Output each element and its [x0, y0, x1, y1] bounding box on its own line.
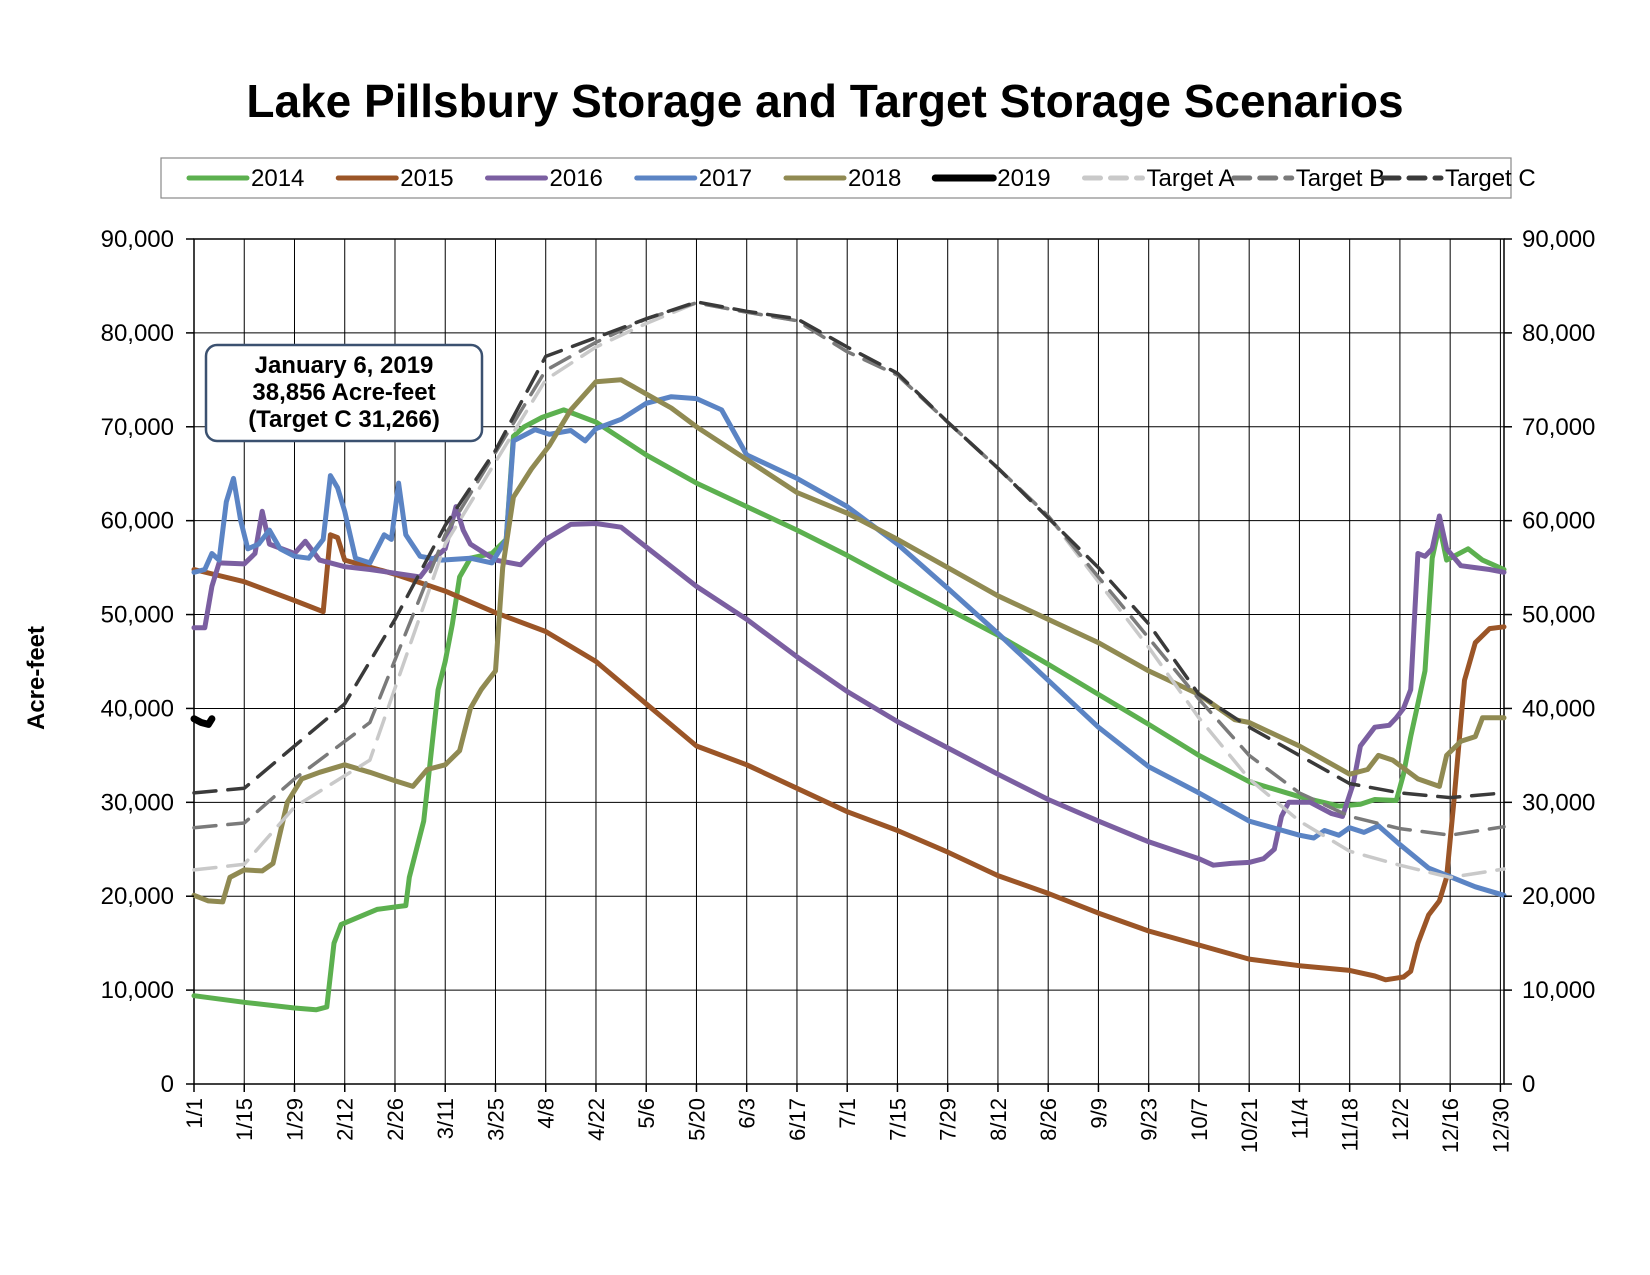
x-tick-label: 9/9 — [1086, 1098, 1111, 1129]
annotation-frame — [204, 343, 484, 443]
y-tick-label-right: 10,000 — [1522, 977, 1595, 1004]
y-tick-label-right: 50,000 — [1522, 602, 1595, 629]
series-line-2018 — [191, 377, 1507, 905]
annotation-line: (Target C 31,266) — [248, 406, 440, 433]
x-tick-label: 1/15 — [232, 1098, 257, 1141]
series-line-target-c — [192, 300, 1506, 800]
x-tick-label: 7/15 — [885, 1098, 910, 1141]
y-tick-label: 0 — [161, 1071, 174, 1098]
x-tick-label: 1/1 — [182, 1098, 207, 1129]
y-tick-label: 60,000 — [101, 508, 174, 535]
legend-label: Target B — [1296, 165, 1385, 192]
x-tick-label: 8/26 — [1036, 1098, 1061, 1141]
x-tick-label: 7/29 — [936, 1098, 961, 1141]
y-tick-label: 70,000 — [101, 414, 174, 441]
legend-label: 2014 — [251, 165, 304, 192]
axes: 0 0 10,000 10,000 20,000 20,000 30,000 30,000 40… — [101, 226, 1596, 1153]
chart-title: Lake Pillsbury Storage and Target Storag… — [246, 75, 1404, 127]
x-tick-label: 11/4 — [1287, 1098, 1312, 1139]
series-line-2019 — [190, 715, 216, 728]
y-tick-label: 20,000 — [101, 883, 174, 910]
x-tick-label: 6/3 — [735, 1098, 760, 1129]
y-tick-label-right: 30,000 — [1522, 789, 1595, 816]
x-tick-label: 12/30 — [1488, 1098, 1513, 1153]
series-layer — [190, 300, 1507, 1013]
x-tick-label: 6/17 — [785, 1098, 810, 1141]
x-tick-label: 8/12 — [986, 1098, 1011, 1141]
legend-label: Target C — [1445, 165, 1536, 192]
x-tick-label: 2/12 — [333, 1098, 358, 1141]
y-tick-label-right: 20,000 — [1522, 883, 1595, 910]
x-tick-label: 10/7 — [1187, 1098, 1212, 1141]
legend-label: 2019 — [997, 165, 1050, 192]
annotation-line: 38,856 Acre-feet — [252, 379, 435, 406]
x-tick-label: 12/2 — [1388, 1098, 1413, 1141]
y-tick-label: 10,000 — [101, 977, 174, 1004]
series-line-2016 — [191, 504, 1507, 868]
y-tick-label-right: 80,000 — [1522, 320, 1595, 347]
annotation-line: January 6, 2019 — [255, 352, 434, 379]
x-tick-label: 5/6 — [634, 1098, 659, 1129]
x-tick-label: 12/16 — [1438, 1098, 1463, 1153]
legend: 2014 2015 2016 2017 2018 2019 Target A Target B… — [160, 157, 1536, 199]
x-tick-label: 2/26 — [383, 1098, 408, 1141]
x-tick-label: 7/1 — [835, 1098, 860, 1129]
series-line-2015 — [191, 532, 1507, 983]
y-tick-label: 50,000 — [101, 602, 174, 629]
series-line-2014 — [191, 407, 1507, 1013]
legend-label: Target A — [1147, 165, 1235, 192]
y-tick-label: 80,000 — [101, 320, 174, 347]
y-tick-label-right: 70,000 — [1522, 414, 1595, 441]
x-tick-label: 10/21 — [1237, 1098, 1262, 1153]
legend-label: 2018 — [848, 165, 901, 192]
y-tick-label-right: 0 — [1522, 1071, 1535, 1098]
x-tick-label: 3/11 — [433, 1098, 458, 1139]
x-tick-label: 9/23 — [1137, 1098, 1162, 1141]
y-tick-label: 30,000 — [101, 789, 174, 816]
legend-label: 2017 — [699, 165, 752, 192]
x-tick-label: 5/20 — [684, 1098, 709, 1141]
y-tick-label-right: 60,000 — [1522, 508, 1595, 535]
x-tick-label: 1/29 — [282, 1098, 307, 1141]
y-tick-label-right: 40,000 — [1522, 695, 1595, 722]
legend-label: 2015 — [400, 165, 453, 192]
x-tick-label: 3/25 — [483, 1098, 508, 1141]
y-axis-label: Acre-feet — [23, 626, 50, 730]
x-tick-label: 11/18 — [1338, 1098, 1363, 1151]
x-tick-label: 4/8 — [534, 1098, 559, 1129]
y-tick-label-right: 90,000 — [1522, 226, 1595, 253]
x-tick-label: 4/22 — [584, 1098, 609, 1141]
legend-label: 2016 — [550, 165, 603, 192]
series-line-2017 — [191, 394, 1507, 898]
y-tick-label: 90,000 — [101, 226, 174, 253]
y-tick-label: 40,000 — [101, 695, 174, 722]
